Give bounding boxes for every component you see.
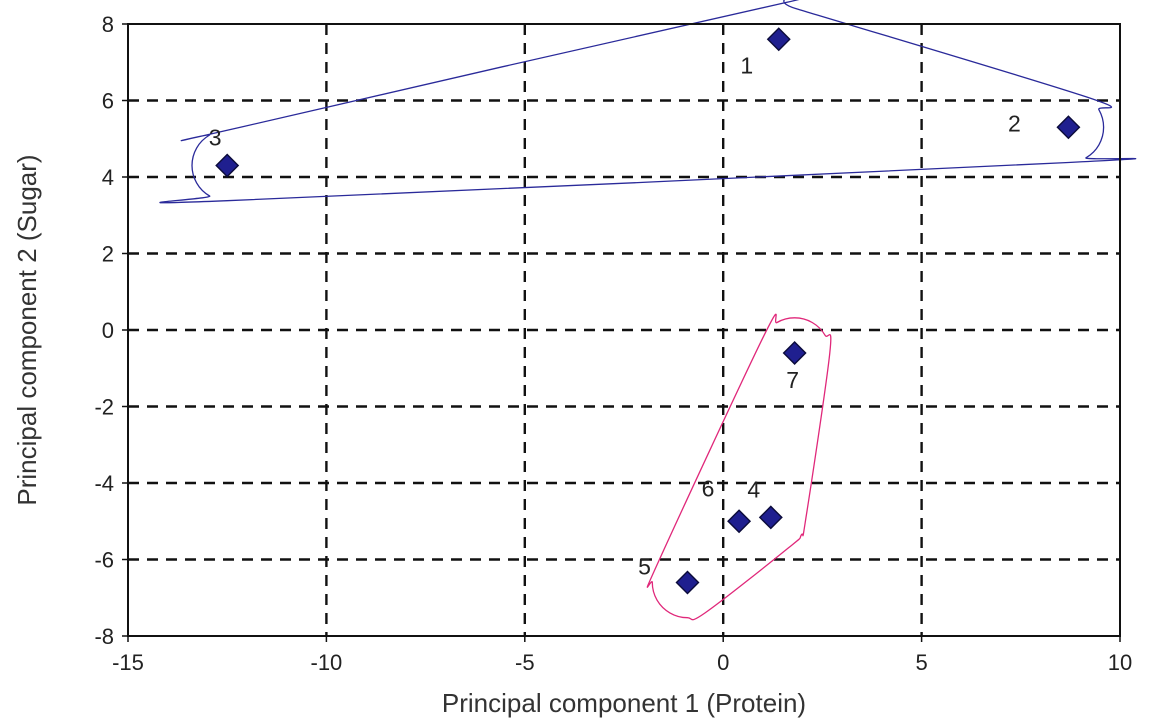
- cluster-outline: [646, 313, 832, 621]
- data-point: [727, 509, 752, 534]
- point-label: 4: [747, 476, 760, 502]
- data-points: [215, 27, 1081, 595]
- x-axis-ticks: -15 -10 -5 0 5 10: [112, 636, 1132, 675]
- point-labels: 1 2 3 4 5 6 7: [209, 52, 1021, 579]
- point-label: 1: [740, 52, 753, 78]
- point-label: 7: [786, 367, 799, 393]
- y-tick-label: 4: [102, 165, 114, 190]
- y-tick-label: -6: [94, 548, 114, 573]
- y-tick-label: 8: [102, 12, 114, 37]
- y-tick-label: -8: [94, 624, 114, 649]
- y-tick-label: -4: [94, 471, 114, 496]
- data-point: [766, 27, 791, 52]
- data-point: [1056, 115, 1081, 140]
- data-point: [758, 505, 783, 530]
- y-axis-ticks: -8 -6 -4 -2 0 2 4 6 8: [94, 12, 128, 649]
- x-axis-title: Principal component 1 (Protein): [442, 688, 806, 718]
- point-label: 3: [209, 125, 222, 151]
- point-label: 2: [1008, 110, 1021, 136]
- y-axis-title: Principal component 2 (Sugar): [12, 154, 42, 505]
- point-label: 6: [702, 475, 715, 501]
- x-tick-label: -15: [112, 650, 144, 675]
- data-point: [675, 570, 700, 595]
- point-label: 5: [638, 553, 651, 579]
- data-point: [782, 340, 807, 365]
- y-tick-label: 6: [102, 89, 114, 114]
- x-tick-label: 5: [915, 650, 927, 675]
- x-tick-label: -5: [515, 650, 535, 675]
- cluster-outline: [159, 0, 1137, 204]
- y-tick-label: 0: [102, 318, 114, 343]
- y-tick-label: 2: [102, 242, 114, 267]
- data-point: [215, 153, 240, 178]
- y-tick-label: -2: [94, 395, 114, 420]
- grid: [128, 24, 1120, 636]
- x-tick-label: -10: [311, 650, 343, 675]
- cluster-outlines: [159, 0, 1137, 621]
- x-tick-label: 0: [717, 650, 729, 675]
- x-tick-label: 10: [1108, 650, 1132, 675]
